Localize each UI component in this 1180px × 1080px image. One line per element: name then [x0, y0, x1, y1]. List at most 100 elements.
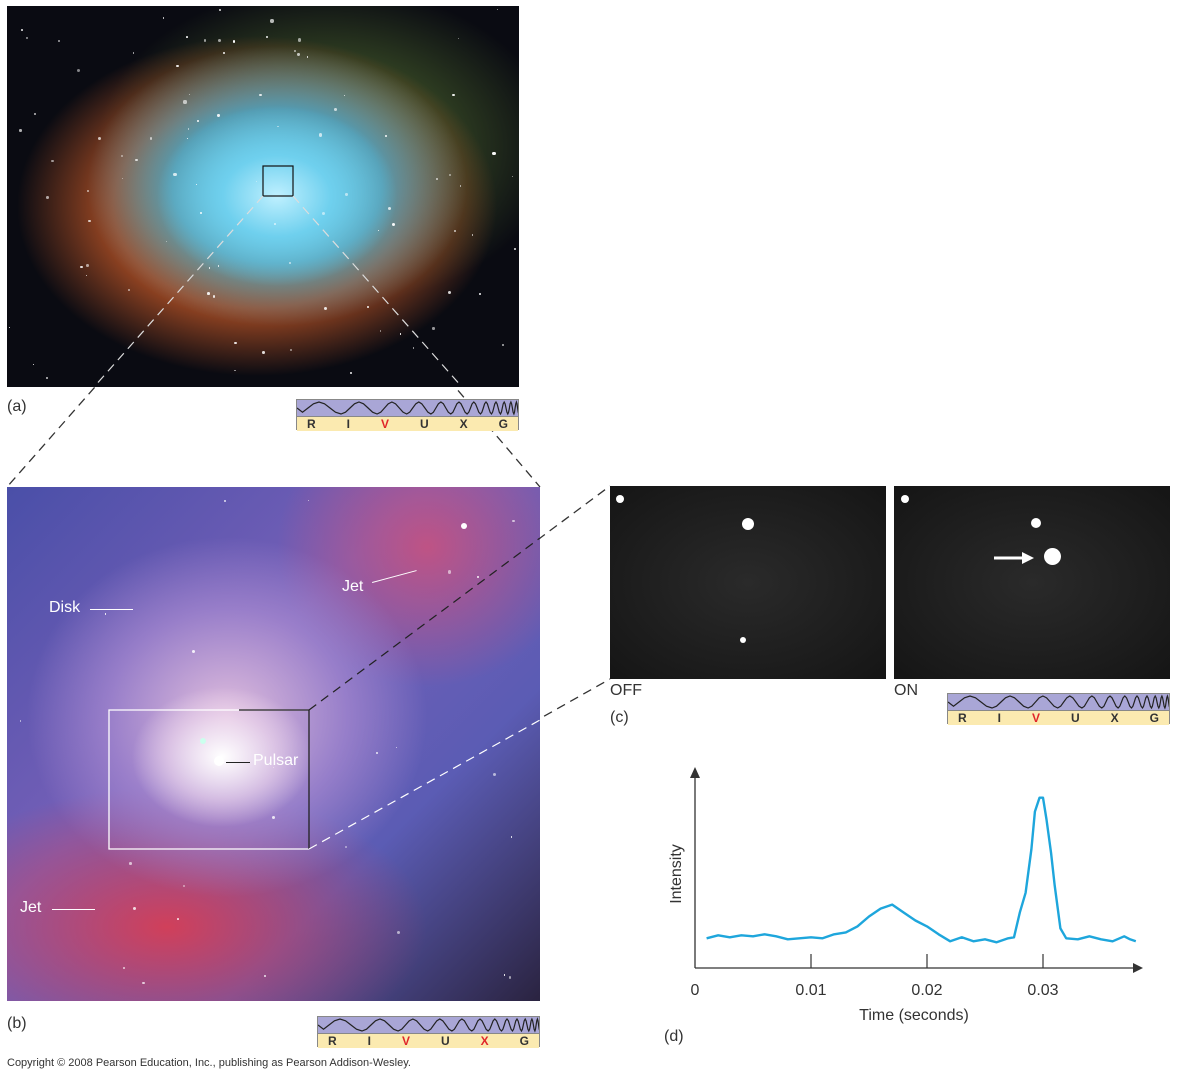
star	[459, 185, 462, 187]
x-tick-label: 0.03	[1027, 982, 1058, 999]
star	[274, 222, 276, 225]
spectrum-letter-i: I	[367, 1034, 371, 1048]
star	[182, 884, 186, 888]
star	[264, 975, 267, 978]
x-axis-label: Time (seconds)	[859, 1007, 969, 1024]
star	[189, 93, 191, 95]
spectrum-letter-r: R	[328, 1034, 337, 1048]
star	[224, 500, 226, 502]
star	[87, 219, 91, 223]
spectrum-letter-v: V	[380, 417, 389, 431]
star	[385, 134, 388, 137]
star	[334, 108, 338, 111]
copyright-notice: Copyright © 2008 Pearson Education, Inc.…	[7, 1057, 411, 1069]
star	[26, 37, 28, 39]
spectrum-letter-r: R	[307, 417, 316, 431]
star	[104, 612, 107, 615]
star	[196, 119, 200, 123]
star	[203, 39, 207, 42]
star	[57, 39, 61, 43]
star	[266, 35, 269, 39]
star	[449, 174, 452, 177]
star	[222, 51, 226, 55]
star	[307, 499, 310, 502]
star	[217, 114, 220, 117]
panel-d-label: (d)	[664, 1028, 684, 1045]
star	[176, 64, 179, 67]
star	[86, 275, 88, 277]
star	[458, 37, 460, 39]
spectrum-letter-v: V	[401, 1034, 410, 1048]
star	[262, 351, 266, 354]
spectrum-letter-u: U	[419, 417, 429, 431]
star	[8, 326, 10, 329]
wavelength-wave	[317, 1016, 545, 1034]
star	[298, 38, 302, 42]
panel-b-label: (b)	[7, 1015, 27, 1032]
star	[149, 137, 153, 140]
star	[177, 918, 179, 920]
star	[98, 137, 102, 141]
star	[132, 52, 134, 54]
star	[471, 234, 474, 237]
wavelength-wave	[296, 399, 524, 417]
x-tick-label: 0	[691, 982, 700, 999]
star	[256, 180, 258, 182]
star	[33, 112, 36, 115]
pulsar-leader-line	[226, 762, 250, 763]
star	[297, 53, 300, 56]
disk-leader-line	[90, 609, 133, 610]
star	[173, 172, 177, 177]
spectrum-letter-r: R	[958, 711, 967, 725]
star	[512, 519, 515, 523]
star	[345, 193, 348, 196]
star	[195, 183, 198, 186]
star	[492, 151, 496, 155]
star	[183, 100, 187, 104]
off-label: OFF	[610, 682, 642, 699]
star	[76, 68, 80, 72]
star	[502, 343, 505, 346]
on-label: ON	[894, 682, 918, 699]
spectrum-letter-g: G	[498, 417, 508, 431]
star	[192, 649, 196, 653]
x-axis-arrow	[1133, 963, 1143, 973]
star	[135, 159, 138, 162]
star	[508, 976, 512, 979]
star	[51, 159, 54, 163]
star	[513, 247, 517, 251]
star	[217, 38, 221, 42]
spectrum-letter-g: G	[519, 1034, 529, 1048]
pulsar-off-image	[610, 486, 886, 679]
star	[80, 265, 83, 269]
star	[258, 93, 262, 97]
spectrum-letter-u: U	[1070, 711, 1080, 725]
star	[87, 189, 90, 193]
star	[294, 49, 297, 53]
star	[288, 261, 291, 265]
star	[479, 293, 482, 296]
star	[452, 93, 455, 97]
star	[133, 906, 137, 910]
spectrum-letter-x: X	[1110, 711, 1119, 725]
spectrum-letter-i: I	[346, 417, 350, 431]
star	[186, 36, 189, 39]
jet-lower-label: Jet	[20, 899, 42, 916]
arrow-right-icon	[994, 552, 1034, 564]
star	[270, 19, 274, 23]
panel-c-label: (c)	[610, 709, 629, 726]
disk-label: Disk	[49, 599, 81, 616]
star	[511, 175, 514, 178]
star	[32, 363, 35, 366]
spectrum-letter-v: V	[1031, 711, 1040, 725]
spectrum-letter-g: G	[1149, 711, 1159, 725]
star	[219, 9, 222, 12]
x-tick-label: 0.01	[795, 982, 826, 999]
star	[277, 125, 279, 128]
star	[19, 719, 22, 722]
y-axis-arrow	[690, 767, 700, 778]
